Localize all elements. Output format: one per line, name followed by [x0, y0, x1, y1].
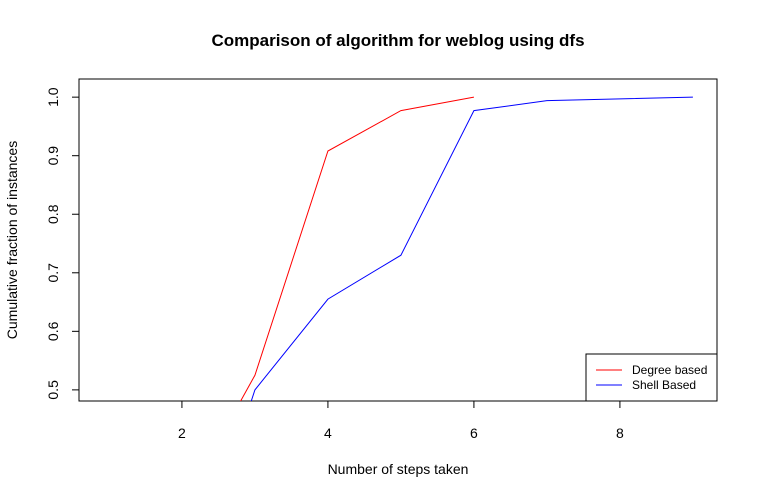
- x-tick-label: 4: [324, 425, 332, 441]
- y-tick-label: 0.8: [45, 204, 61, 224]
- y-tick-label: 0.9: [45, 146, 61, 166]
- legend-box: [585, 353, 718, 402]
- legend-label: Degree based: [632, 363, 707, 377]
- y-tick-label: 0.7: [45, 263, 61, 283]
- y-axis-label: Cumulative fraction of instances: [4, 141, 20, 339]
- x-tick-label: 2: [178, 425, 186, 441]
- plot-area: [240, 96, 693, 401]
- y-tick-label: 0.6: [45, 321, 61, 341]
- y-tick-label: 1.0: [45, 87, 61, 107]
- x-tick-label: 8: [616, 425, 624, 441]
- x-tick-label: 6: [470, 425, 478, 441]
- plot-frame: [78, 78, 718, 402]
- y-tick-label: 0.5: [45, 380, 61, 400]
- data-line: [240, 96, 475, 401]
- x-axis-label: Number of steps taken: [328, 461, 469, 477]
- data-line: [250, 96, 693, 401]
- chart-title: Comparison of algorithm for weblog using…: [211, 31, 584, 50]
- legend-label: Shell Based: [632, 378, 696, 392]
